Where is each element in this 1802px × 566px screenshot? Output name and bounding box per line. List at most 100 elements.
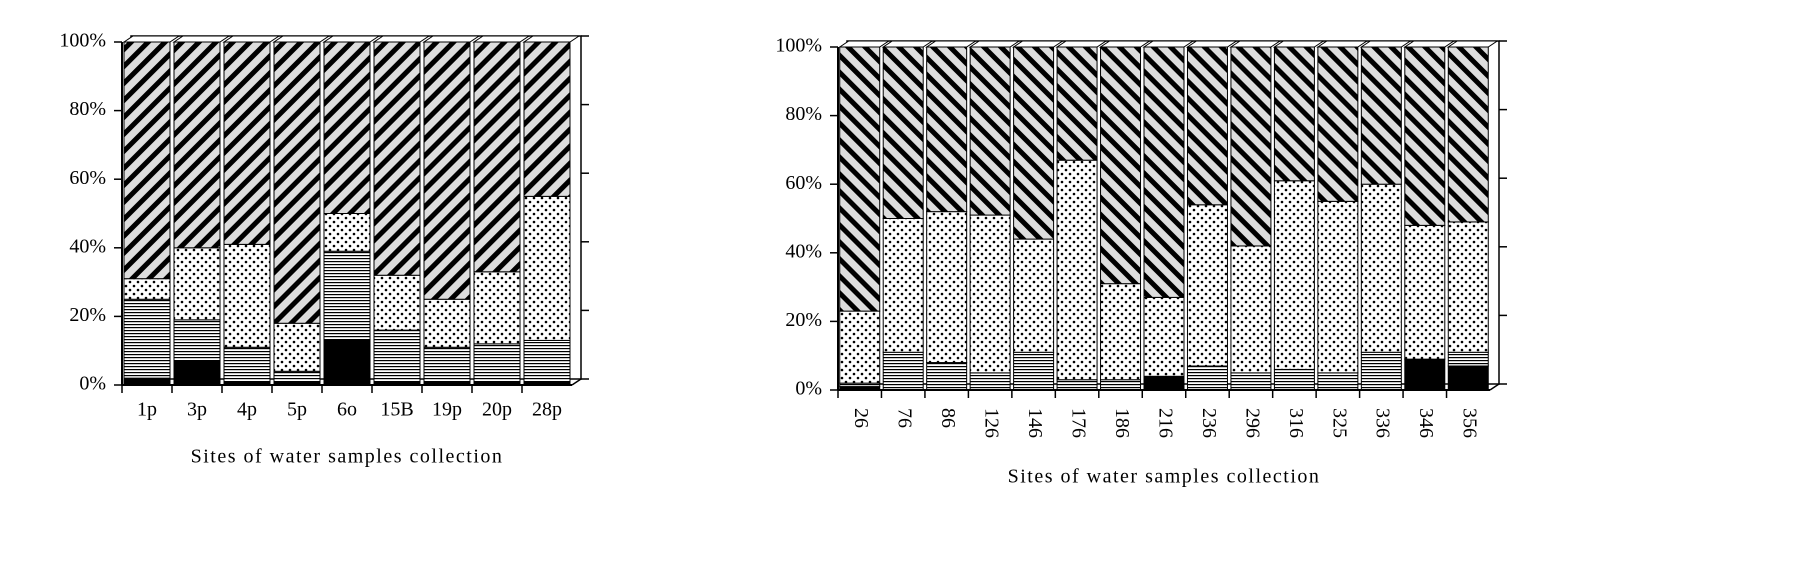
bar-segment (123, 278, 171, 300)
bar-top (1316, 40, 1369, 48)
bar-top (1446, 40, 1499, 48)
bar-segment (1186, 365, 1228, 391)
bar-top (1011, 40, 1065, 48)
x-tick-label: 28p (532, 399, 562, 421)
bar-segment (1100, 283, 1142, 381)
bar-segment (882, 46, 924, 219)
y-tick-label: 40% (69, 235, 106, 257)
bar-segment (839, 46, 881, 312)
bar-top (272, 35, 331, 43)
bar-segment (1447, 365, 1489, 391)
bar-segment (926, 46, 968, 213)
bar-segment (1404, 358, 1446, 391)
x-tick-label: 26 (850, 408, 872, 428)
bar-segment (839, 310, 881, 384)
bar-segment (1056, 159, 1098, 381)
bar-segment (1013, 238, 1055, 353)
bar-top (1359, 40, 1412, 48)
bar-segment (1013, 351, 1055, 391)
floor-edge (571, 378, 582, 386)
x-tick-label: 3p (187, 399, 207, 421)
x-tick-label: 6o (337, 399, 357, 421)
bar-segment (1100, 46, 1142, 285)
bar-segment (1143, 46, 1185, 298)
bar-segment (969, 372, 1011, 391)
x-tick-label: 5p (287, 399, 307, 421)
bar-segment (173, 247, 221, 321)
bar-segment (1230, 46, 1272, 247)
bar-segment (839, 382, 881, 388)
bar-segment (123, 377, 171, 386)
bar-segment (1447, 351, 1489, 367)
bar-top (1272, 40, 1326, 48)
x-tick-label: 186 (1111, 408, 1133, 438)
x-axis-title: Sites of water samples collection (191, 446, 504, 468)
bar-top (172, 35, 231, 43)
bar-top (122, 35, 181, 43)
bar-top (472, 35, 531, 43)
x-axis-title: Sites of water samples collection (1008, 466, 1321, 488)
bar-segment (1013, 46, 1055, 240)
x-tick-label: 236 (1198, 408, 1220, 438)
y-tick-label: 20% (69, 304, 106, 326)
bar-segment (323, 41, 371, 214)
bar-segment (1056, 46, 1098, 161)
y-tick-label: 0% (79, 373, 106, 395)
bar-top (925, 40, 978, 48)
bar-top (1185, 40, 1239, 48)
y-tick-label: 40% (785, 240, 822, 262)
bar-top (1055, 40, 1108, 48)
bar-top (1098, 40, 1152, 48)
bar-segment (1360, 46, 1402, 185)
bar-segment (882, 351, 924, 391)
x-tick-label: 296 (1241, 408, 1263, 438)
bar-segment (1404, 46, 1446, 226)
bar-top (522, 35, 581, 43)
x-tick-label: 20p (482, 399, 512, 421)
bar-segment (1056, 379, 1098, 391)
x-tick-label: 86 (937, 408, 959, 428)
bar-segment (1186, 46, 1228, 206)
bar-segment (1404, 224, 1446, 360)
bar-segment (323, 213, 371, 252)
x-tick-label: 176 (1067, 408, 1089, 438)
bar-segment (373, 41, 421, 276)
y-tick-label: 60% (69, 167, 106, 189)
x-tick-label: 76 (894, 408, 916, 428)
bar-segment (273, 41, 321, 324)
x-tick-label: 316 (1285, 408, 1307, 438)
bar-segment (969, 214, 1011, 374)
bar-segment (123, 298, 171, 379)
bar-segment (473, 343, 521, 383)
bar-segment (223, 346, 271, 383)
bar-top (372, 35, 431, 43)
y-tick-label: 80% (69, 98, 106, 120)
bar-segment (1273, 368, 1315, 391)
bar-top (968, 40, 1021, 48)
x-tick-label: 19p (432, 399, 462, 421)
bar-segment (1100, 379, 1142, 391)
bar-segment (926, 211, 968, 364)
bar-segment (1317, 200, 1359, 374)
x-tick-label: 325 (1328, 408, 1350, 438)
bar-segment (173, 319, 221, 362)
bar-top (838, 40, 891, 48)
bar-segment (1273, 46, 1315, 182)
bar-segment (1447, 221, 1489, 353)
bar-top (1403, 40, 1456, 48)
y-tick-label: 80% (785, 103, 822, 125)
floor-edge (1489, 383, 1500, 391)
bar-segment (926, 362, 968, 391)
y-tick-label: 100% (59, 30, 106, 52)
bar-segment (523, 339, 571, 383)
bar-top (222, 35, 281, 43)
bar-segment (423, 298, 471, 348)
x-tick-label: 1p (137, 399, 157, 421)
bar-segment (523, 41, 571, 197)
bar-segment (882, 218, 924, 353)
bar-segment (273, 370, 321, 383)
x-tick-label: 346 (1415, 408, 1437, 438)
x-tick-label: 4p (237, 399, 257, 421)
bar-segment (1186, 204, 1228, 367)
